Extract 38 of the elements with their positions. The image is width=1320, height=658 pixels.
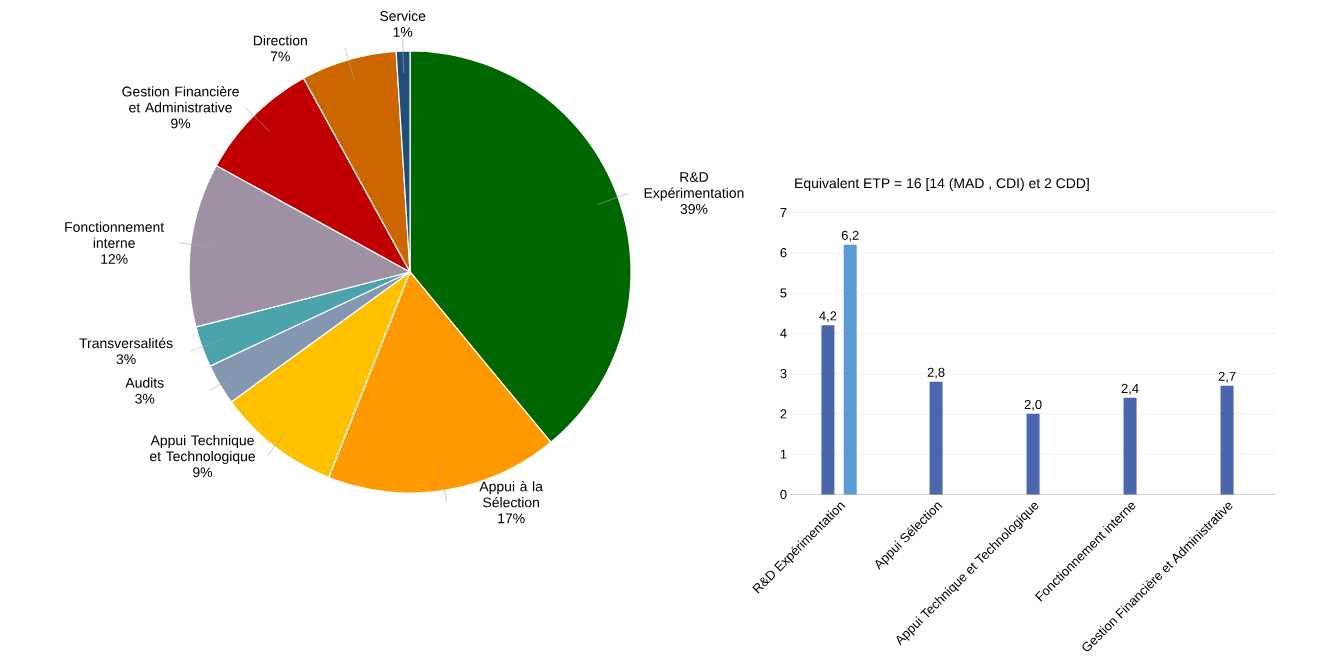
slice-label: Appui à la Sélection (479, 480, 543, 508)
data-label: 17% (498, 513, 525, 524)
slice-label: R&D Expérimentation (644, 172, 744, 201)
data-label: 4,2 (819, 311, 837, 323)
y-tick-label: 4 (780, 328, 787, 338)
y-tick-label: 0 (780, 489, 787, 499)
y-tick-label: 3 (780, 368, 787, 379)
slice-label: Audits (125, 377, 164, 388)
bar (1220, 385, 1234, 495)
y-tick-label: 5 (780, 288, 787, 298)
data-label: 39% (680, 203, 708, 214)
data-label: 12% (101, 253, 128, 264)
y-tick-label: 6 (780, 248, 787, 258)
data-label: 2,4 (1121, 383, 1139, 395)
slice-label: Transversalités (79, 337, 173, 349)
y-tick-label: 7 (780, 207, 787, 217)
data-label: 7% (270, 51, 290, 62)
chart-title: Equivalent ETP = 16 [14 (MAD , CDI) et 2 CDD] (795, 177, 1089, 191)
y-tick-label: 2 (780, 409, 787, 419)
slice-label: Service (380, 10, 426, 21)
data-label: 6,2 (841, 230, 859, 242)
bar (929, 381, 943, 495)
y-tick-label: 1 (780, 449, 787, 459)
data-label: 2,8 (927, 367, 945, 379)
data-label: 9% (171, 118, 191, 129)
data-label: 9% (193, 467, 213, 478)
bar (1123, 397, 1137, 495)
slice-label: Gestion Financière et Administrative (122, 86, 239, 113)
bar (843, 244, 857, 495)
slice-label: Fonctionnement interne (65, 221, 165, 248)
data-label: 1% (393, 27, 413, 37)
data-label: 3% (116, 354, 136, 365)
data-label: 3% (135, 393, 155, 404)
data-label: 2,7 (1218, 371, 1236, 383)
slice-label: Appui Technique et Technologique (149, 435, 255, 464)
slice-label: Direction (253, 35, 307, 46)
bar (1026, 413, 1040, 495)
data-label: 2,0 (1024, 399, 1042, 411)
